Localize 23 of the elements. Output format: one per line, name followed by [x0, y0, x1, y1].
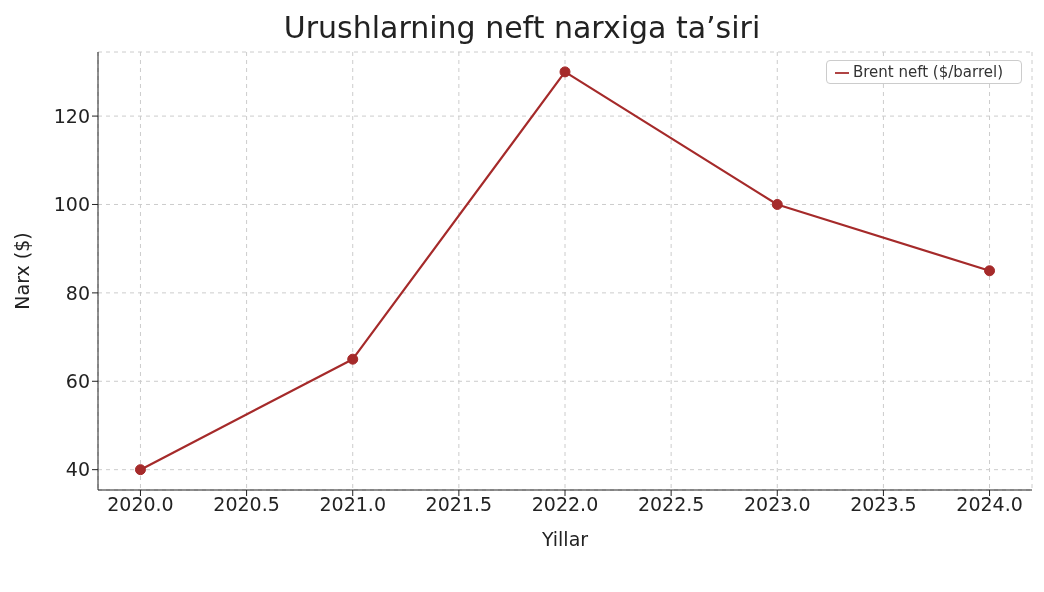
legend-label: Brent neft ($/barrel)	[852, 63, 1003, 81]
x-tick-label: 2023.0	[744, 493, 811, 516]
point	[984, 265, 996, 277]
point	[771, 198, 783, 210]
y-axis-title: Narx ($)	[10, 232, 33, 310]
y-tick-label: 60	[65, 370, 90, 393]
x-tick-label: 2020.5	[213, 493, 280, 516]
x-tick-label: 2020.0	[107, 493, 174, 516]
chart-title: Urushlarning neft narxiga ta’siri	[282, 9, 762, 47]
x-tick-label: 2024.0	[956, 493, 1023, 516]
x-tick-label: 2022.0	[531, 493, 599, 516]
y-tick-label: 100	[53, 193, 90, 216]
point	[559, 66, 571, 78]
y-tick-label: 80	[65, 281, 90, 304]
point	[134, 464, 146, 476]
x-axis-title: Yillar	[540, 528, 589, 550]
x-tick-label: 2021.0	[319, 493, 386, 516]
point	[347, 353, 359, 365]
y-tick-label: 40	[65, 458, 90, 481]
x-tick-label: 2021.5	[425, 493, 493, 516]
x-tick-label: 2023.5	[850, 493, 917, 516]
y-tick-label: 120	[53, 104, 90, 127]
x-tick-label: 2022.5	[637, 493, 705, 516]
